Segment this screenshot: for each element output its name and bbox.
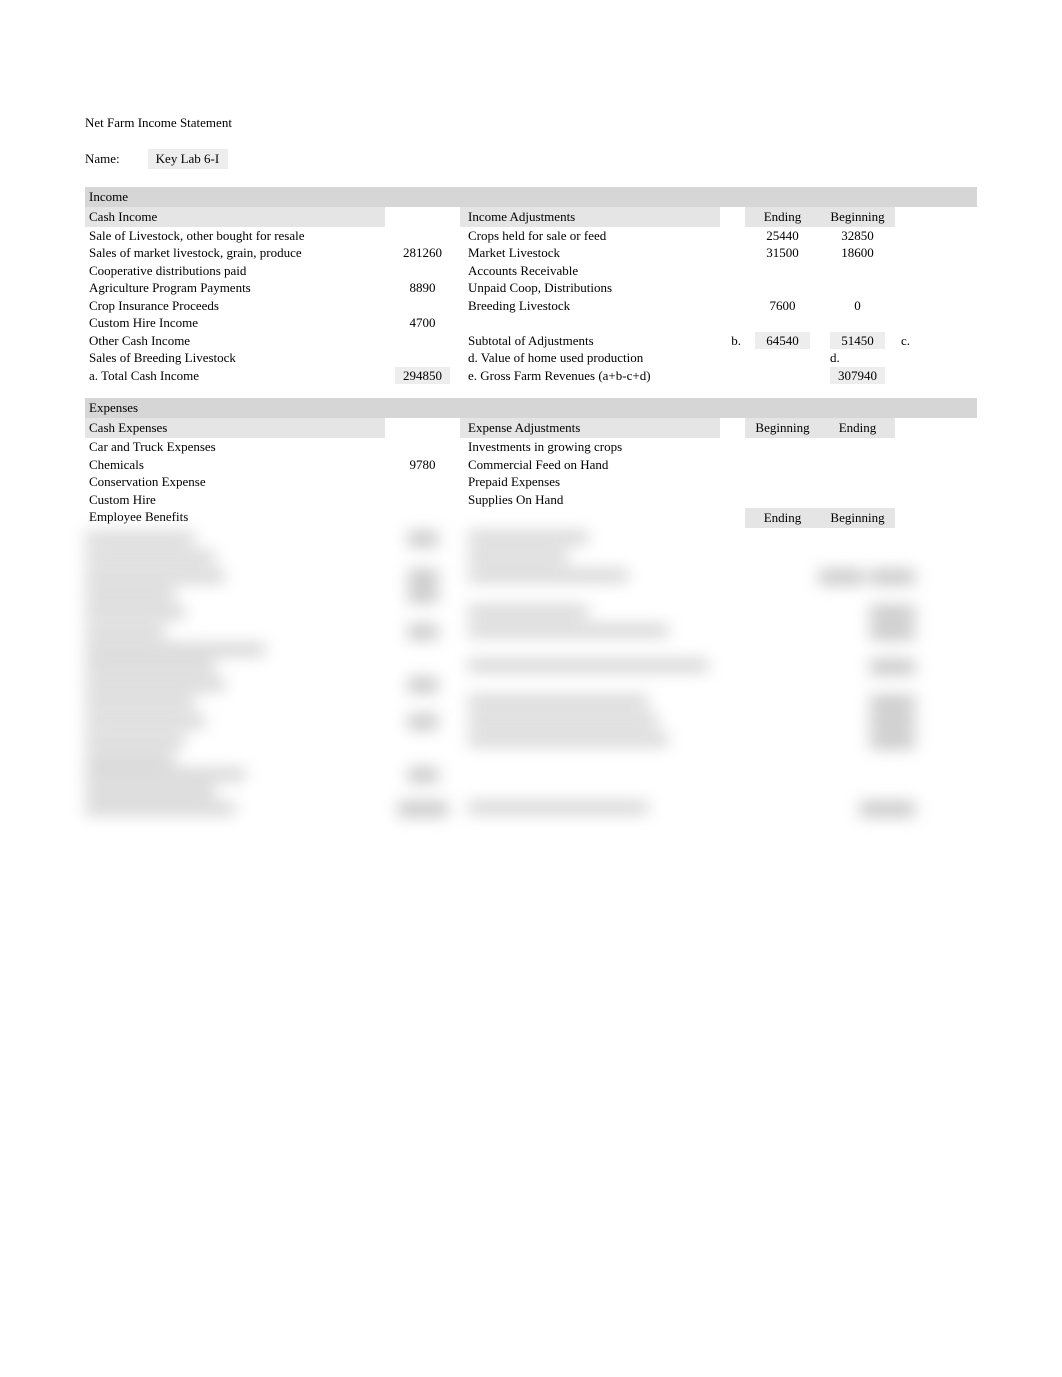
expense-adj-subheader: Expense Adjustments — [460, 418, 720, 438]
custom-hire-label: Custom Hire Income — [85, 314, 385, 332]
supplies-label: Supplies On Hand — [460, 491, 720, 509]
other-cash-label: Other Cash Income — [85, 332, 385, 350]
market-livestock-ending: 31500 — [745, 244, 820, 262]
chemicals-label: Chemicals — [85, 456, 385, 474]
market-livestock-beginning: 18600 — [820, 244, 895, 262]
blurred-content-region — [85, 531, 977, 817]
subtotal-beginning: 51450 — [830, 332, 885, 350]
comm-feed-label: Commercial Feed on Hand — [460, 456, 720, 474]
expenses-section-header: Expenses — [85, 398, 977, 418]
gross-rev-value: 307940 — [830, 367, 885, 385]
gross-rev-label: e. Gross Farm Revenues (a+b-c+d) — [460, 367, 720, 385]
subtotal-adj-label: Subtotal of Adjustments — [460, 332, 720, 350]
coop-dist-label: Cooperative distributions paid — [85, 262, 385, 280]
crops-held-beginning: 32850 — [820, 227, 895, 245]
crops-held-label: Crops held for sale or feed — [460, 227, 720, 245]
breeding-livestock-label: Breeding Livestock — [460, 297, 720, 315]
chemicals-value: 9780 — [385, 456, 460, 474]
sales-breeding-label: Sales of Breeding Livestock — [85, 349, 385, 367]
sales-market-value: 281260 — [385, 244, 460, 262]
sale-other-label: Sale of Livestock, other bought for resa… — [85, 227, 385, 245]
cash-expenses-subheader: Cash Expenses — [85, 418, 385, 438]
name-value: Key Lab 6-I — [148, 149, 228, 169]
crops-held-ending: 25440 — [745, 227, 820, 245]
income-adj-subheader: Income Adjustments — [460, 207, 720, 227]
car-truck-label: Car and Truck Expenses — [85, 438, 385, 456]
ending-header: Ending — [745, 207, 820, 227]
market-livestock-label: Market Livestock — [460, 244, 720, 262]
exp-beginning-header: Beginning — [745, 418, 820, 438]
accounts-rec-label: Accounts Receivable — [460, 262, 720, 280]
total-cash-income-label: a. Total Cash Income — [85, 367, 385, 385]
prepaid-label: Prepaid Expenses — [460, 473, 720, 491]
cash-income-subheader: Cash Income — [85, 207, 385, 227]
subtotal-post-c: c. — [895, 332, 915, 350]
ag-prog-value: 8890 — [385, 279, 460, 297]
total-cash-income-value: 294850 — [395, 367, 450, 385]
exp-ending-header: Ending — [820, 418, 895, 438]
home-used-post-d: d. — [820, 349, 895, 367]
document-title: Net Farm Income Statement — [85, 115, 977, 131]
crop-ins-label: Crop Insurance Proceeds — [85, 297, 385, 315]
sales-market-label: Sales of market livestock, grain, produc… — [85, 244, 385, 262]
exp-beginning-header2: Beginning — [820, 508, 895, 528]
breeding-beginning: 0 — [820, 297, 895, 315]
conservation-label: Conservation Expense — [85, 473, 385, 491]
custom-hire-exp-label: Custom Hire — [85, 491, 385, 509]
exp-ending-header2: Ending — [745, 508, 820, 528]
name-row: Name: Key Lab 6-I — [85, 149, 977, 169]
invest-growing-label: Investments in growing crops — [460, 438, 720, 456]
beginning-header: Beginning — [820, 207, 895, 227]
subtotal-ending: 64540 — [755, 332, 810, 350]
emp-benefits-label: Employee Benefits — [85, 508, 385, 528]
home-used-label: d. Value of home used production — [460, 349, 720, 367]
breeding-ending: 7600 — [745, 297, 820, 315]
income-section-header: Income — [85, 187, 977, 207]
name-label: Name: — [85, 151, 120, 167]
subtotal-pre-b: b. — [720, 332, 745, 350]
unpaid-coop-label: Unpaid Coop, Distributions — [460, 279, 720, 297]
ag-prog-label: Agriculture Program Payments — [85, 279, 385, 297]
custom-hire-value: 4700 — [385, 314, 460, 332]
